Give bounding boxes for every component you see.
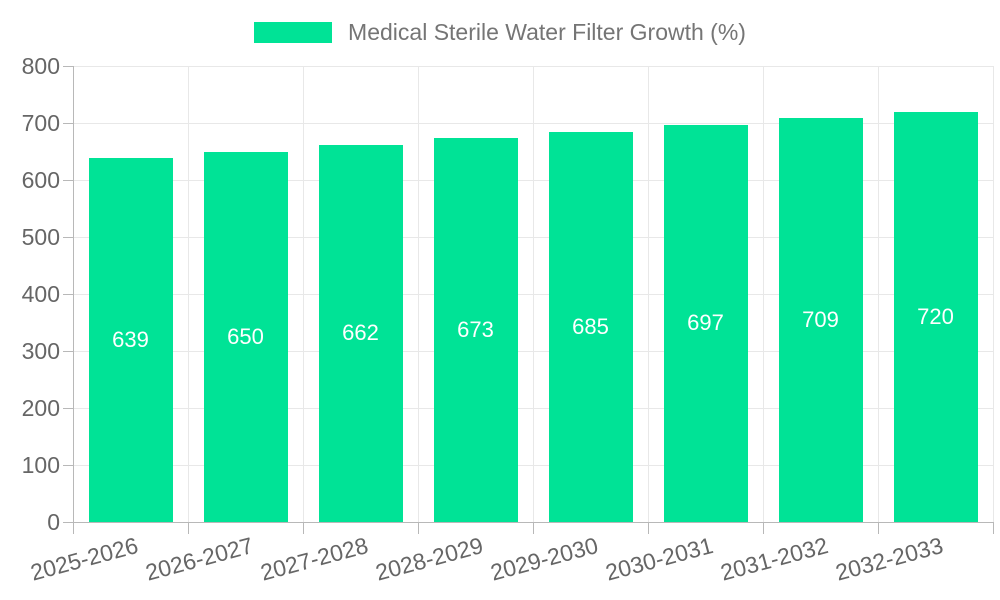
gridline-vertical (188, 66, 189, 522)
x-axis-tick (533, 522, 534, 534)
x-axis-tick (188, 522, 189, 534)
x-axis-tick (993, 522, 994, 534)
y-axis-label: 700 (21, 110, 60, 136)
bar-value-label: 639 (112, 326, 149, 352)
bar[interactable]: 720 (893, 111, 978, 522)
x-axis-tick (878, 522, 879, 534)
bar-value-label: 662 (342, 320, 379, 346)
legend-label: Medical Sterile Water Filter Growth (%) (348, 19, 746, 45)
bar-value-label: 709 (802, 306, 839, 332)
x-axis-line (63, 522, 993, 523)
bar-value-label: 685 (572, 313, 609, 339)
legend-swatch (254, 22, 333, 43)
gridline-vertical (648, 66, 649, 522)
y-axis-tick (63, 237, 73, 238)
y-axis-label: 500 (21, 224, 60, 250)
gridline-vertical (878, 66, 879, 522)
x-axis-tick (303, 522, 304, 534)
y-axis-line (73, 66, 74, 534)
gridline-vertical (993, 66, 994, 522)
bar-value-label: 720 (917, 303, 954, 329)
y-axis-tick (63, 123, 73, 124)
x-axis-tick (763, 522, 764, 534)
y-axis-tick (63, 465, 73, 466)
gridline-vertical (533, 66, 534, 522)
bar[interactable]: 639 (88, 157, 173, 522)
bar[interactable]: 709 (778, 117, 863, 522)
y-axis-tick (63, 180, 73, 181)
y-axis-tick (63, 294, 73, 295)
x-axis-tick (418, 522, 419, 534)
x-axis-tick (648, 522, 649, 534)
y-axis-tick (63, 408, 73, 409)
bar[interactable]: 697 (663, 124, 748, 522)
gridline-vertical (418, 66, 419, 522)
y-axis-label: 600 (21, 167, 60, 193)
y-axis-tick (63, 66, 73, 67)
bar-value-label: 697 (687, 310, 724, 336)
bar[interactable]: 650 (203, 151, 288, 522)
y-axis-label: 300 (21, 338, 60, 364)
gridline-vertical (763, 66, 764, 522)
y-axis-label: 400 (21, 281, 60, 307)
y-axis-label: 800 (21, 53, 60, 79)
y-axis-label: 0 (47, 509, 60, 535)
bar[interactable]: 685 (548, 131, 633, 522)
legend[interactable]: Medical Sterile Water Filter Growth (%) (0, 19, 1000, 46)
bar-value-label: 673 (457, 317, 494, 343)
bar[interactable]: 662 (318, 144, 403, 522)
gridline-vertical (303, 66, 304, 522)
bar-value-label: 650 (227, 323, 264, 349)
y-axis-label: 200 (21, 395, 60, 421)
bar[interactable]: 673 (433, 138, 518, 522)
y-axis-label: 100 (21, 452, 60, 478)
y-axis-tick (63, 351, 73, 352)
